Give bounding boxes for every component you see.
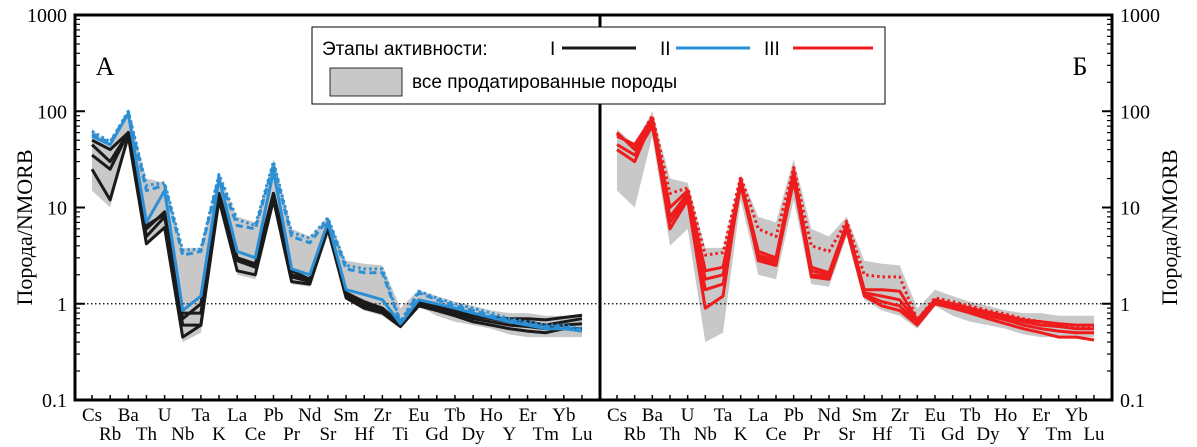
x-label-hf: Hf xyxy=(354,424,375,445)
y-tick-label: 0.1 xyxy=(1120,390,1145,412)
y-tick-label: 10 xyxy=(1120,198,1140,220)
x-label-cs: Cs xyxy=(82,405,102,426)
x-label-sr: Sr xyxy=(838,424,856,445)
x-label-ba: Ba xyxy=(642,405,664,426)
series-line-stage-I-4 xyxy=(92,133,582,324)
x-label-pb: Pb xyxy=(263,405,283,426)
x-label-tm: Tm xyxy=(533,424,560,445)
x-label-nb: Nb xyxy=(694,424,717,445)
x-label-ho: Ho xyxy=(480,405,503,426)
x-label-yb: Yb xyxy=(552,405,575,426)
panel-label: А xyxy=(96,52,115,81)
x-label-u: U xyxy=(158,405,172,426)
x-label-dy: Dy xyxy=(461,424,485,445)
legend-envelope-swatch xyxy=(330,68,402,96)
x-label-rb: Rb xyxy=(99,424,121,445)
y-tick-label: 1000 xyxy=(1120,5,1160,27)
x-label-pr: Pr xyxy=(283,424,301,445)
x-label-k: K xyxy=(734,424,748,445)
x-label-ta: Ta xyxy=(192,405,211,426)
x-label-k: K xyxy=(212,424,226,445)
y-axis-label: Порода/NMORB xyxy=(1157,149,1182,305)
x-label-la: La xyxy=(227,405,248,426)
x-label-ta: Ta xyxy=(714,405,733,426)
x-label-eu: Eu xyxy=(924,405,946,426)
x-label-ce: Ce xyxy=(245,424,266,445)
legend-stage-2-label: II xyxy=(660,39,671,60)
legend-envelope-label: все продатированные породы xyxy=(412,72,677,93)
x-label-nd: Nd xyxy=(298,405,322,426)
legend: Этапы активности: I II III все продатиро… xyxy=(312,27,885,104)
x-label-ho: Ho xyxy=(994,405,1017,426)
x-label-zr: Zr xyxy=(373,405,392,426)
x-label-y: Y xyxy=(1016,424,1030,445)
x-label-sr: Sr xyxy=(319,424,337,445)
x-label-gd: Gd xyxy=(941,424,965,445)
x-label-hf: Hf xyxy=(872,424,893,445)
y-tick-label: 10 xyxy=(47,198,67,220)
panel-label: Б xyxy=(1073,52,1088,81)
series-line-stage-I-3 xyxy=(92,136,582,337)
envelope-area xyxy=(617,111,1094,342)
x-label-nd: Nd xyxy=(817,405,841,426)
x-label-u: U xyxy=(681,405,695,426)
x-label-zr: Zr xyxy=(891,405,910,426)
legend-title: Этапы активности: xyxy=(322,39,488,60)
x-label-la: La xyxy=(748,405,769,426)
x-label-eu: Eu xyxy=(408,405,430,426)
x-label-ti: Ti xyxy=(909,424,925,445)
legend-stage-1-label: I xyxy=(550,39,555,60)
x-label-lu: Lu xyxy=(571,424,593,445)
x-label-th: Th xyxy=(136,424,158,445)
x-label-er: Er xyxy=(1032,405,1051,426)
x-label-yb: Yb xyxy=(1065,405,1088,426)
x-label-pr: Pr xyxy=(803,424,821,445)
y-tick-label: 1 xyxy=(1120,294,1130,316)
x-label-th: Th xyxy=(659,424,681,445)
x-label-ba: Ba xyxy=(118,405,140,426)
x-label-cs: Cs xyxy=(607,405,627,426)
x-label-dy: Dy xyxy=(976,424,1000,445)
y-tick-label: 0.1 xyxy=(42,390,67,412)
x-label-lu: Lu xyxy=(1083,424,1105,445)
x-label-tb: Tb xyxy=(960,405,981,426)
x-label-nb: Nb xyxy=(171,424,194,445)
x-label-ti: Ti xyxy=(392,424,408,445)
x-label-pb: Pb xyxy=(784,405,804,426)
x-label-gd: Gd xyxy=(425,424,449,445)
y-tick-label: 1000 xyxy=(27,5,67,27)
x-label-ce: Ce xyxy=(765,424,786,445)
x-label-y: Y xyxy=(503,424,517,445)
x-label-er: Er xyxy=(519,405,538,426)
x-label-tm: Tm xyxy=(1045,424,1072,445)
x-label-sm: Sm xyxy=(333,405,359,426)
y-axis-label: Порода/NMORB xyxy=(12,149,37,305)
y-tick-label: 1 xyxy=(57,294,67,316)
legend-stage-3-label: III xyxy=(764,39,780,60)
x-label-rb: Rb xyxy=(624,424,646,445)
x-label-sm: Sm xyxy=(852,405,878,426)
y-tick-label: 100 xyxy=(1120,101,1150,123)
x-label-tb: Tb xyxy=(444,405,465,426)
y-tick-label: 100 xyxy=(37,101,67,123)
